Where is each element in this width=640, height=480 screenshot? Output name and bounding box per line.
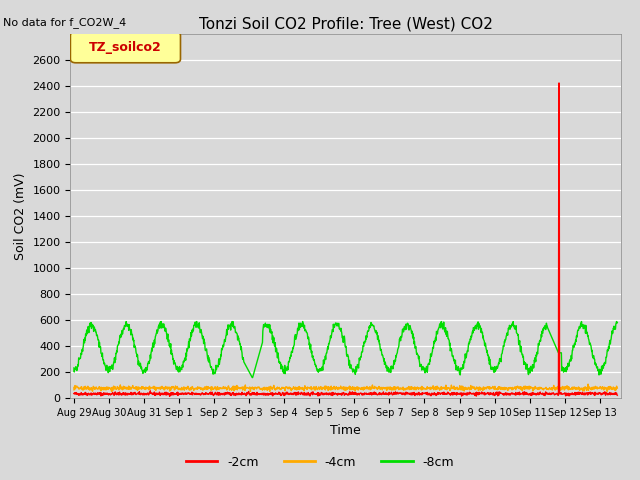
Text: No data for f_CO2W_4: No data for f_CO2W_4 bbox=[3, 17, 127, 28]
X-axis label: Time: Time bbox=[330, 424, 361, 437]
Y-axis label: Soil CO2 (mV): Soil CO2 (mV) bbox=[14, 172, 27, 260]
FancyBboxPatch shape bbox=[70, 32, 180, 63]
Legend: -2cm, -4cm, -8cm: -2cm, -4cm, -8cm bbox=[181, 451, 459, 474]
Title: Tonzi Soil CO2 Profile: Tree (West) CO2: Tonzi Soil CO2 Profile: Tree (West) CO2 bbox=[198, 16, 493, 31]
Text: TZ_soilco2: TZ_soilco2 bbox=[89, 41, 162, 54]
